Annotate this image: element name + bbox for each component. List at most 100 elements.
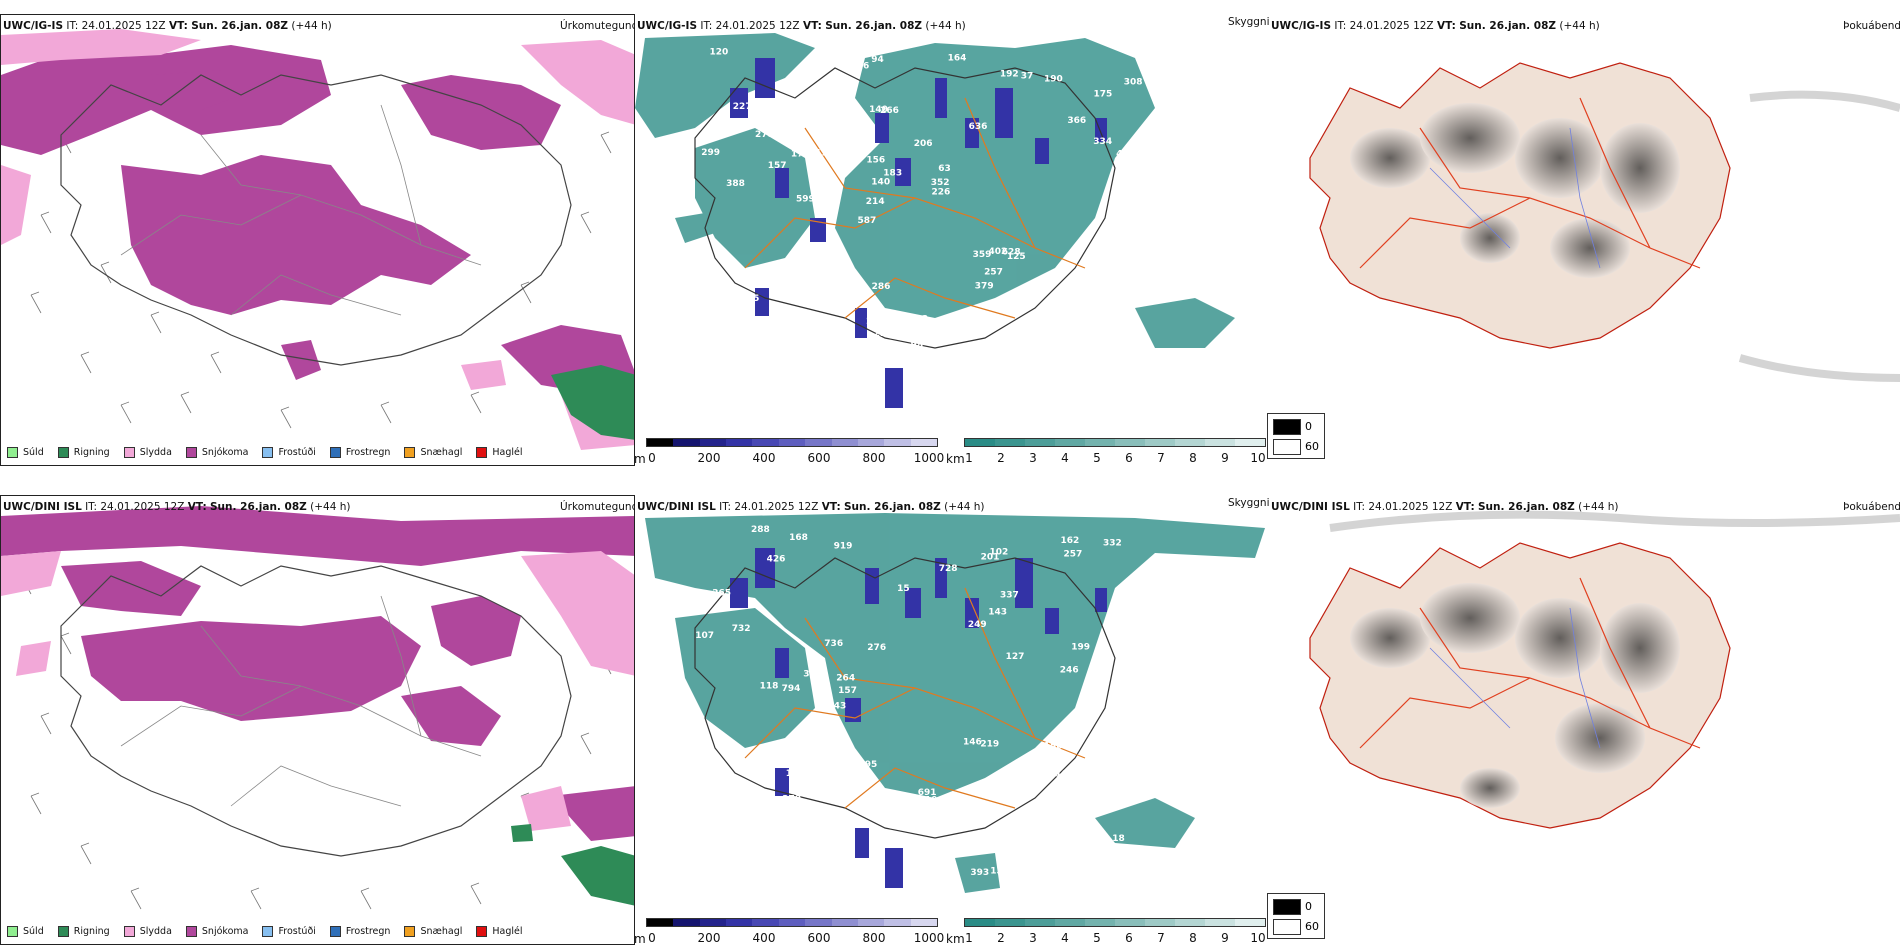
row1-header-precip: UWC/IG-IS IT: 24.01.2025 12Z VT: Sun. 26…: [3, 20, 332, 32]
colorbar-segment: [857, 439, 885, 446]
legend-swatch: [476, 925, 488, 937]
ceiling-label: 199: [1071, 643, 1090, 653]
visibility-tick: 8: [1189, 931, 1197, 945]
legend-label: Frostúði: [278, 446, 316, 458]
colorbar-segment: [1235, 439, 1265, 446]
ceiling-label: 206: [914, 139, 933, 149]
legend-swatch: [185, 925, 197, 937]
ceiling-label: 332: [1103, 539, 1122, 549]
ceiling-label: 227: [733, 102, 752, 112]
ceiling-label: 257: [1064, 549, 1083, 559]
legend-label: Slydda: [139, 925, 172, 937]
ceiling-label: 344: [728, 301, 747, 311]
iceland-outline: [60, 74, 572, 366]
ceiling-label: 184: [747, 387, 766, 397]
ceiling-label: 410: [919, 796, 938, 806]
ceiling-tick: 600: [807, 451, 831, 465]
ceiling-label: 243: [828, 702, 847, 712]
legend-label: Frostregn: [345, 925, 391, 937]
legend-swatch: [57, 446, 69, 458]
ceiling-label: 388: [726, 179, 745, 189]
legend-label: Frostúði: [278, 925, 316, 937]
ceiling-label: 140: [869, 105, 888, 115]
visibility-tick: 4: [1061, 451, 1069, 465]
iceland-land: [1309, 62, 1731, 349]
colorbar-segment: [884, 439, 911, 446]
ceiling-label: 118: [760, 681, 779, 691]
ceiling-label: 157: [768, 161, 787, 171]
ceiling-label: 628: [1002, 248, 1021, 258]
ceiling-label: 193: [815, 149, 834, 159]
iceland-land: [1309, 542, 1731, 829]
ceiling-label: 351: [1117, 766, 1136, 776]
colorbar-segment: [910, 919, 937, 926]
ceiling-label: 344: [778, 333, 797, 343]
legend-swatch: [7, 925, 18, 937]
cloud-title-top: Skyggni: [1228, 16, 1270, 28]
legend-label: Rigning: [73, 925, 110, 937]
colorbar-segment: [778, 919, 806, 926]
visibility-tick: 1: [965, 451, 973, 465]
row1-header-cloud: UWC/IG-IS IT: 24.01.2025 12Z VT: Sun. 26…: [637, 20, 966, 32]
fog-title-bottom: Þokuábendi: [1843, 501, 1900, 513]
fog-panel-bottom: [1270, 498, 1900, 938]
visibility-tick: 6: [1125, 931, 1133, 945]
legend-item: Frostúði: [262, 925, 316, 937]
ceiling-tick: 400: [752, 451, 776, 465]
ceiling-label: 691: [918, 788, 937, 798]
ceiling-label: 123: [777, 750, 796, 760]
ceiling-label: 279: [782, 795, 801, 805]
legend-swatch: [123, 925, 135, 937]
ceiling-label: 249: [968, 620, 987, 630]
visibility-tick: 3: [1029, 451, 1037, 465]
ceiling-label: 636: [969, 122, 988, 132]
colorbar-segment: [647, 439, 674, 446]
ceiling-label: 184: [917, 382, 936, 392]
sea-fog: [1329, 510, 1900, 532]
ceiling-label: 159: [774, 314, 793, 324]
roads: [744, 97, 1086, 319]
colorbar-segment: [1115, 919, 1145, 926]
ceiling-label: 201: [981, 552, 1000, 562]
ceiling-label: 226: [932, 188, 951, 198]
ceiling-tick: 0: [648, 451, 656, 465]
colorbar-segment: [1025, 439, 1055, 446]
ceiling-label: 426: [767, 555, 786, 565]
ceiling-label: 405: [792, 292, 811, 302]
ceiling-label: 189: [916, 823, 935, 833]
cloud-panel-bottom: 389 490 410 599 691 736 919 337 393 246 219 257 107 1…: [635, 498, 1270, 938]
ceiling-label: 222: [909, 314, 928, 324]
ceiling-label: 190: [1044, 75, 1063, 85]
visibility-tick: 3: [1029, 931, 1037, 945]
colorbar-segment: [778, 439, 806, 446]
ceiling-label: 337: [1000, 590, 1019, 600]
visibility-tick: 2: [997, 451, 1005, 465]
visibility-tick: 6: [1125, 451, 1133, 465]
colorbar-segment: [1055, 439, 1085, 446]
legend-swatch: [329, 925, 341, 937]
ceiling-strip: [646, 438, 938, 447]
colorbar-segment: [752, 439, 779, 446]
visibility-strip: [964, 438, 1266, 447]
ceiling-tick: 600: [807, 931, 831, 945]
snow-areas: [1, 506, 634, 841]
legend-item: Snæhagl: [404, 446, 462, 458]
ceiling-label: 103: [1117, 288, 1136, 298]
legend-swatch: [262, 446, 274, 458]
ceiling-label: 227: [874, 329, 893, 339]
legend-item: Snjókoma: [185, 925, 248, 937]
ceiling-label: 223: [774, 127, 793, 137]
legend-swatch: [329, 446, 341, 458]
colorbar-segment: [831, 919, 858, 926]
legend-swatch: [7, 446, 18, 458]
ceiling-label: 334: [1093, 137, 1112, 147]
visibility-tick: 10: [1250, 931, 1266, 945]
fog-shading: [1350, 103, 1680, 278]
ceiling-label: 599: [796, 194, 815, 204]
ceiling-label: 350: [790, 358, 809, 368]
visibility-colorbar-bottom: km 1 2 3 4 5 6 7 8 9 10: [946, 918, 1272, 948]
ceiling-label: 276: [867, 643, 886, 653]
ceiling-label: 156: [866, 156, 885, 166]
ceiling-label: 334: [810, 850, 829, 860]
ceiling-label: 125: [1007, 252, 1026, 262]
